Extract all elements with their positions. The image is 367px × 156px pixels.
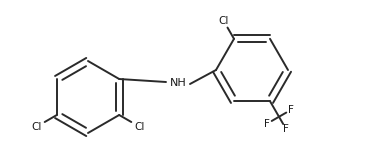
Text: F: F	[288, 105, 294, 115]
Text: Cl: Cl	[218, 16, 229, 26]
Text: NH: NH	[170, 78, 186, 88]
Text: F: F	[264, 119, 270, 129]
Text: F: F	[283, 124, 289, 134]
Text: Cl: Cl	[134, 122, 144, 132]
Text: Cl: Cl	[32, 122, 42, 132]
